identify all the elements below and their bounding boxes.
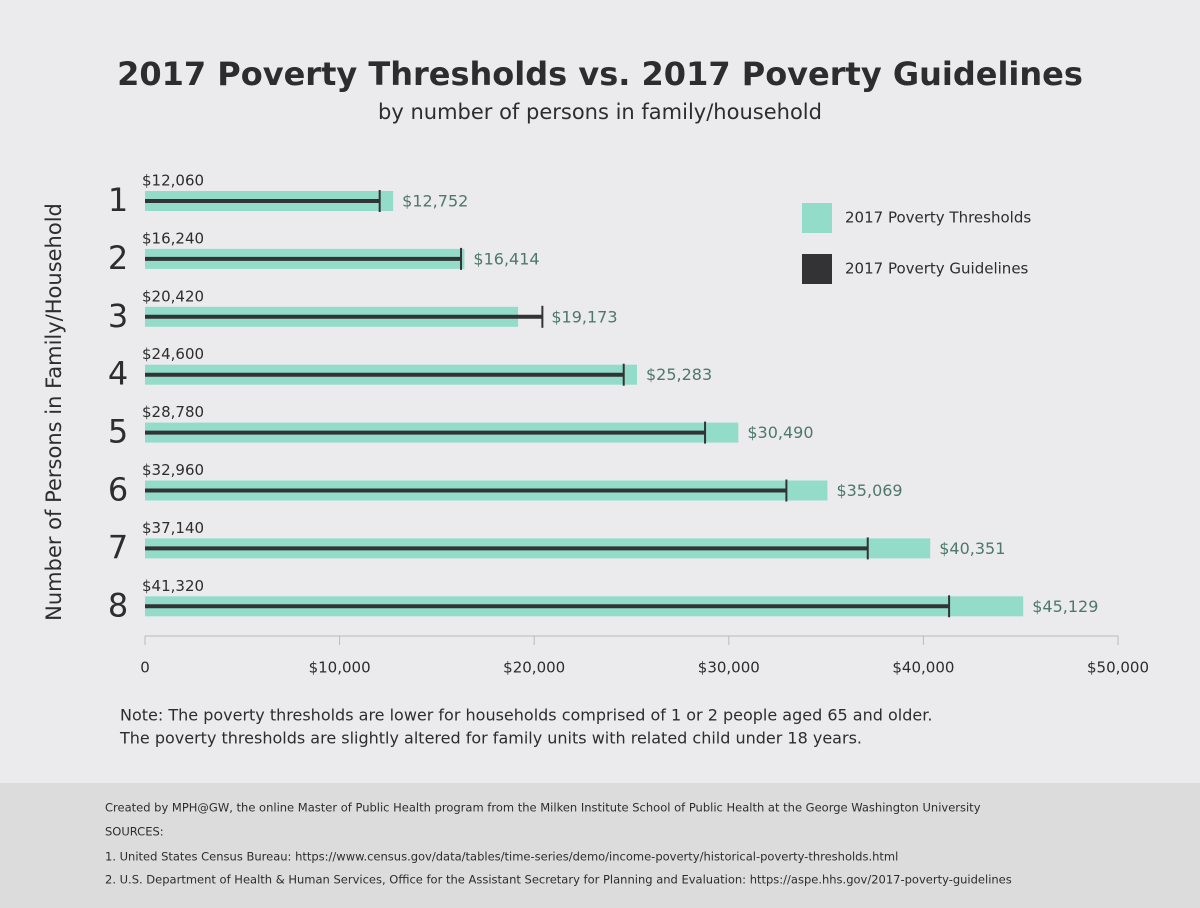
legend-label: 2017 Poverty Thresholds [845,209,1031,227]
y-axis-label: Number of Persons in Family/Household [42,203,66,621]
y-tick-label: 8 [108,586,128,624]
guideline-label: $28,780 [142,403,204,421]
x-tick-label: $20,000 [503,659,565,677]
y-tick-label: 7 [108,528,128,566]
guideline-label: $37,140 [142,519,204,537]
guideline-label: $24,600 [142,345,204,363]
footer-band [0,783,1200,908]
guideline-label: $12,060 [142,172,204,190]
threshold-label: $16,414 [473,249,539,268]
source: 1. United States Census Bureau: https://… [105,850,898,864]
x-tick-label: $50,000 [1087,659,1149,677]
chart-subtitle: by number of persons in family/household [378,100,822,124]
legend-swatch [802,203,832,233]
y-tick-label: 1 [108,181,128,219]
y-tick-label: 6 [108,471,128,509]
y-tick-label: 4 [108,355,128,393]
y-tick-label: 5 [108,413,128,451]
guideline-label: $41,320 [142,577,204,595]
y-tick-label: 3 [108,297,128,335]
credit: Created by MPH@GW, the online Master of … [105,801,981,815]
threshold-label: $25,283 [646,365,712,384]
x-tick-label: $30,000 [698,659,760,677]
y-tick-label: 2 [108,239,128,277]
sources-label: SOURCES: [105,825,164,839]
source: 2. U.S. Department of Health & Human Ser… [105,873,1012,887]
x-tick-label: 0 [140,659,150,677]
threshold-label: $35,069 [836,481,902,500]
x-tick-label: $40,000 [892,659,954,677]
threshold-label: $12,752 [402,192,468,211]
threshold-label: $19,173 [551,307,617,326]
chart-title: 2017 Poverty Thresholds vs. 2017 Poverty… [117,55,1083,93]
guideline-label: $20,420 [142,287,204,305]
legend-swatch [802,254,832,284]
x-tick-label: $10,000 [309,659,371,677]
legend-label: 2017 Poverty Guidelines [845,260,1029,278]
note: Note: The poverty thresholds are lower f… [120,706,932,725]
threshold-label: $30,490 [747,423,813,442]
threshold-label: $40,351 [939,539,1005,558]
guideline-label: $16,240 [142,229,204,247]
guideline-label: $32,960 [142,461,204,479]
note: The poverty thresholds are slightly alte… [119,729,862,748]
threshold-label: $45,129 [1032,597,1098,616]
